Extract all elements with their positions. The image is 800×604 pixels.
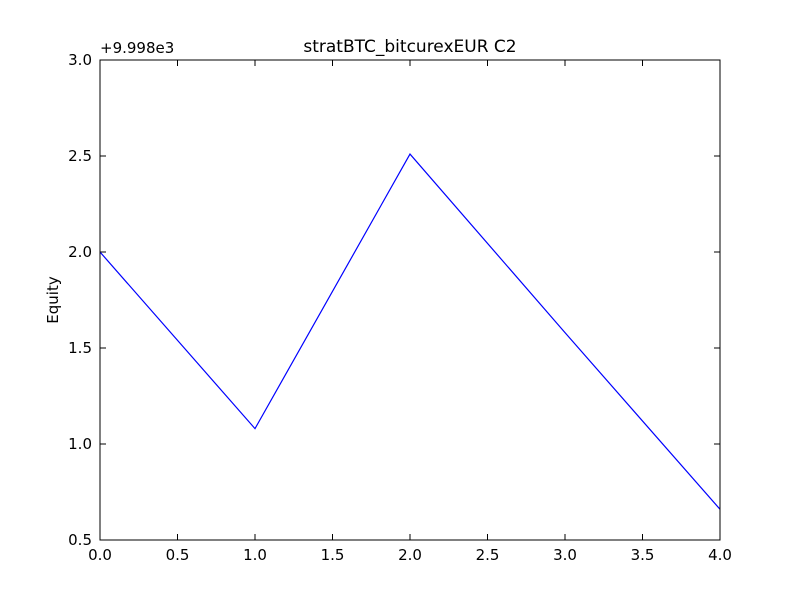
- y-tick-label: 2.0: [68, 243, 92, 261]
- plot-area-frame: [99, 59, 721, 541]
- y-axis-label: Equity: [44, 276, 62, 324]
- x-tick-label: 0.5: [166, 546, 190, 564]
- series-layer: [99, 153, 721, 510]
- series-line: [99, 153, 721, 510]
- y-tick-label: 1.5: [68, 339, 92, 357]
- x-tick-label: 1.5: [321, 546, 345, 564]
- y-offset-label: +9.998e3: [100, 39, 174, 57]
- y-tick-label: 1.0: [68, 435, 92, 453]
- x-tick-label: 2.5: [476, 546, 500, 564]
- x-tick-label: 1.0: [243, 546, 267, 564]
- y-tick-label: 3.0: [68, 51, 92, 69]
- y-tick-label: 0.5: [68, 531, 92, 549]
- x-tick-label: 3.0: [553, 546, 577, 564]
- x-tick-label: 2.0: [398, 546, 422, 564]
- x-tick-label: 3.5: [631, 546, 655, 564]
- chart-title: stratBTC_bitcurexEUR C2: [303, 37, 516, 57]
- y-tick-label: 2.5: [68, 147, 92, 165]
- ticks-layer: 0.0 0.5 1.0 1.5 2.0 2.5 3.0 3.5 4.00.51.01.52.02…: [68, 51, 732, 564]
- x-tick-label: 4.0: [708, 546, 732, 564]
- x-tick-label: 0.0: [88, 546, 112, 564]
